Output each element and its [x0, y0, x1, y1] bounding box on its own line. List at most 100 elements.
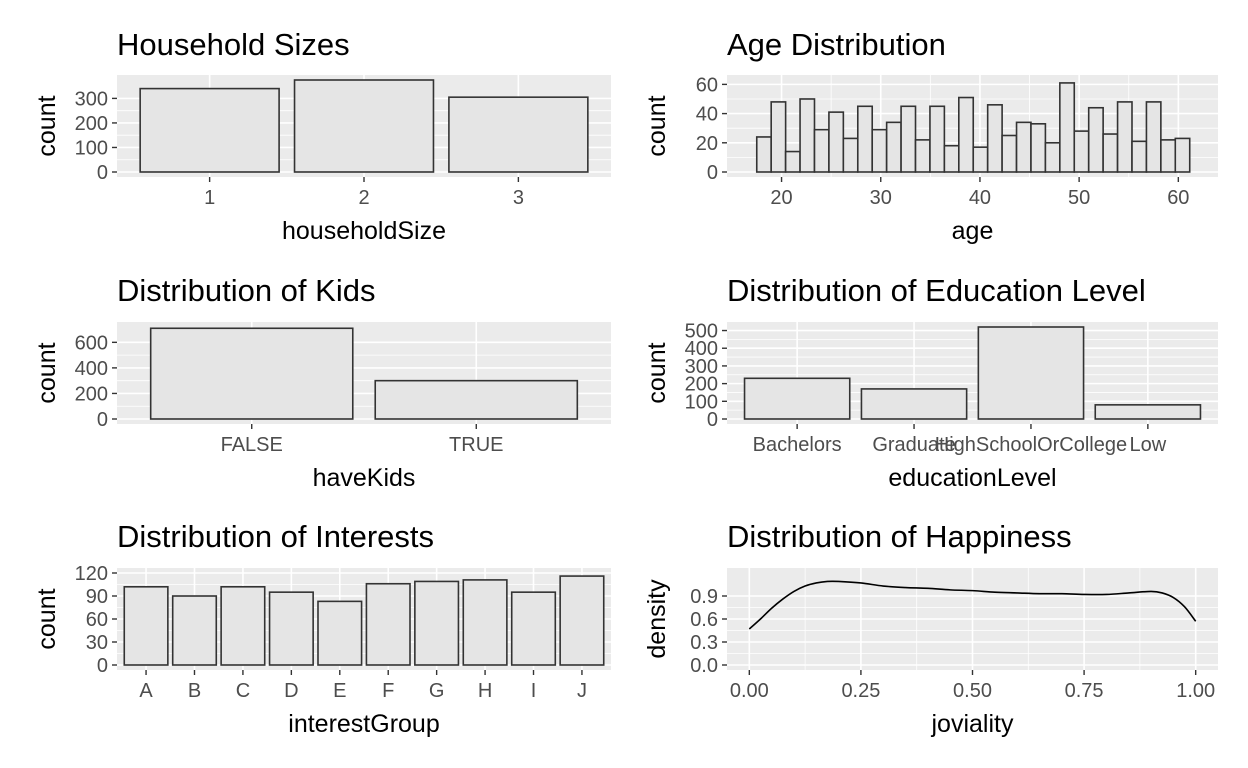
x-tick-label: FALSE — [221, 434, 283, 456]
y-tick-label: 300 — [685, 356, 718, 378]
chart-title: Distribution of Interests — [117, 519, 434, 554]
histogram-bar — [755, 136, 772, 173]
y-tick-label: 300 — [75, 88, 108, 110]
x-tick-label: E — [333, 680, 346, 702]
y-tick-label: 90 — [86, 586, 108, 608]
y-axis-title: count — [33, 95, 61, 156]
bar — [149, 327, 354, 420]
x-axis: FALSE TRUE — [221, 424, 503, 456]
histogram-bar — [1044, 141, 1061, 173]
y-tick-label: 0 — [707, 162, 718, 184]
x-axis-title: householdSize — [282, 217, 446, 245]
histogram-bar — [929, 105, 946, 173]
chart-title: Distribution of Education Level — [727, 273, 1146, 308]
x-tick-label: B — [188, 680, 201, 702]
histogram-bar — [986, 104, 1003, 173]
x-axis-title: haveKids — [313, 464, 416, 492]
x-axis: 20 30 40 50 60 — [770, 177, 1189, 209]
x-tick-label: G — [429, 680, 445, 702]
bar — [123, 585, 169, 666]
x-tick-label: 1 — [204, 187, 215, 209]
chart-title: Household Sizes — [117, 27, 350, 62]
x-tick-label: TRUE — [449, 434, 503, 456]
y-tick-label: 0 — [97, 409, 108, 431]
histogram-bar — [842, 137, 859, 173]
x-tick-label: J — [577, 680, 587, 702]
bar — [743, 377, 851, 420]
y-axis-title: count — [33, 342, 61, 403]
bar — [374, 379, 579, 420]
y-tick-label: 60 — [696, 74, 718, 96]
y-tick-label: 100 — [75, 137, 108, 159]
x-tick-label: 0.25 — [841, 680, 880, 702]
y-tick-label: 0 — [707, 409, 718, 431]
bar — [139, 87, 280, 173]
y-tick-label: 0.3 — [690, 632, 718, 654]
data-marks — [139, 79, 589, 173]
y-axis: 0.00.30.60.9 — [690, 586, 727, 677]
histogram-bar — [1174, 137, 1191, 173]
histogram-bar — [943, 144, 960, 173]
histogram-bar — [1001, 134, 1018, 173]
x-tick-label: 50 — [1068, 187, 1090, 209]
y-tick-label: 60 — [86, 609, 108, 631]
histogram-bar — [770, 101, 787, 173]
histogram-bar — [1073, 130, 1090, 173]
y-tick-label: 40 — [696, 104, 718, 126]
histogram-bar — [1145, 101, 1162, 173]
y-tick-label: 120 — [75, 563, 108, 585]
density-line — [748, 580, 1197, 630]
y-tick-label: 0.6 — [690, 609, 718, 631]
bar — [462, 579, 508, 666]
x-tick-label: H — [478, 680, 492, 702]
bar — [860, 388, 968, 420]
bar — [268, 591, 314, 666]
y-axis-title: density — [643, 579, 671, 659]
x-tick-label: 40 — [969, 187, 991, 209]
x-tick-label: Low — [1130, 434, 1167, 456]
bar — [317, 600, 363, 666]
bar — [293, 79, 435, 173]
chart-panel-6: 0.00.30.60.90.00 0.25 0.50 0.75 1.00jovialit… — [643, 519, 1218, 738]
y-tick-label: 0.0 — [690, 655, 718, 677]
y-axis-title: count — [643, 342, 671, 403]
data-marks — [123, 575, 605, 666]
bar — [414, 580, 460, 666]
y-tick-label: 100 — [685, 391, 718, 413]
x-axis-title: educationLevel — [888, 464, 1056, 492]
data-marks — [748, 580, 1197, 630]
histogram-bar — [914, 139, 931, 173]
histogram-bar — [1087, 106, 1104, 173]
y-axis-title: count — [643, 95, 671, 156]
x-tick-label: 20 — [770, 187, 792, 209]
histogram-bar — [972, 146, 989, 173]
x-tick-label: 2 — [358, 187, 369, 209]
x-tick-label: 60 — [1167, 187, 1189, 209]
histogram-bar — [1102, 133, 1119, 173]
x-tick-label: HighSchoolOrCollege — [935, 434, 1127, 456]
bar — [220, 585, 266, 666]
histogram-bar — [784, 150, 801, 173]
x-tick-label: 1.00 — [1176, 680, 1215, 702]
y-tick-label: 20 — [696, 133, 718, 155]
histogram-bar — [1116, 101, 1133, 173]
y-axis: 0 20 40 60 — [696, 74, 727, 184]
histogram-bar — [856, 105, 874, 173]
histogram-bar — [828, 111, 845, 173]
y-tick-label: 200 — [75, 113, 108, 135]
histogram-bar — [900, 105, 917, 173]
x-tick-label: Bachelors — [753, 434, 842, 456]
data-marks — [149, 327, 579, 420]
y-tick-label: 200 — [75, 383, 108, 405]
x-tick-label: F — [382, 680, 394, 702]
y-tick-label: 0 — [97, 655, 108, 677]
x-tick-label: 0.00 — [730, 680, 769, 702]
histogram-bar — [1059, 82, 1076, 173]
histogram-bar — [871, 128, 888, 173]
bar — [559, 575, 605, 666]
y-axis-title: count — [33, 588, 61, 649]
